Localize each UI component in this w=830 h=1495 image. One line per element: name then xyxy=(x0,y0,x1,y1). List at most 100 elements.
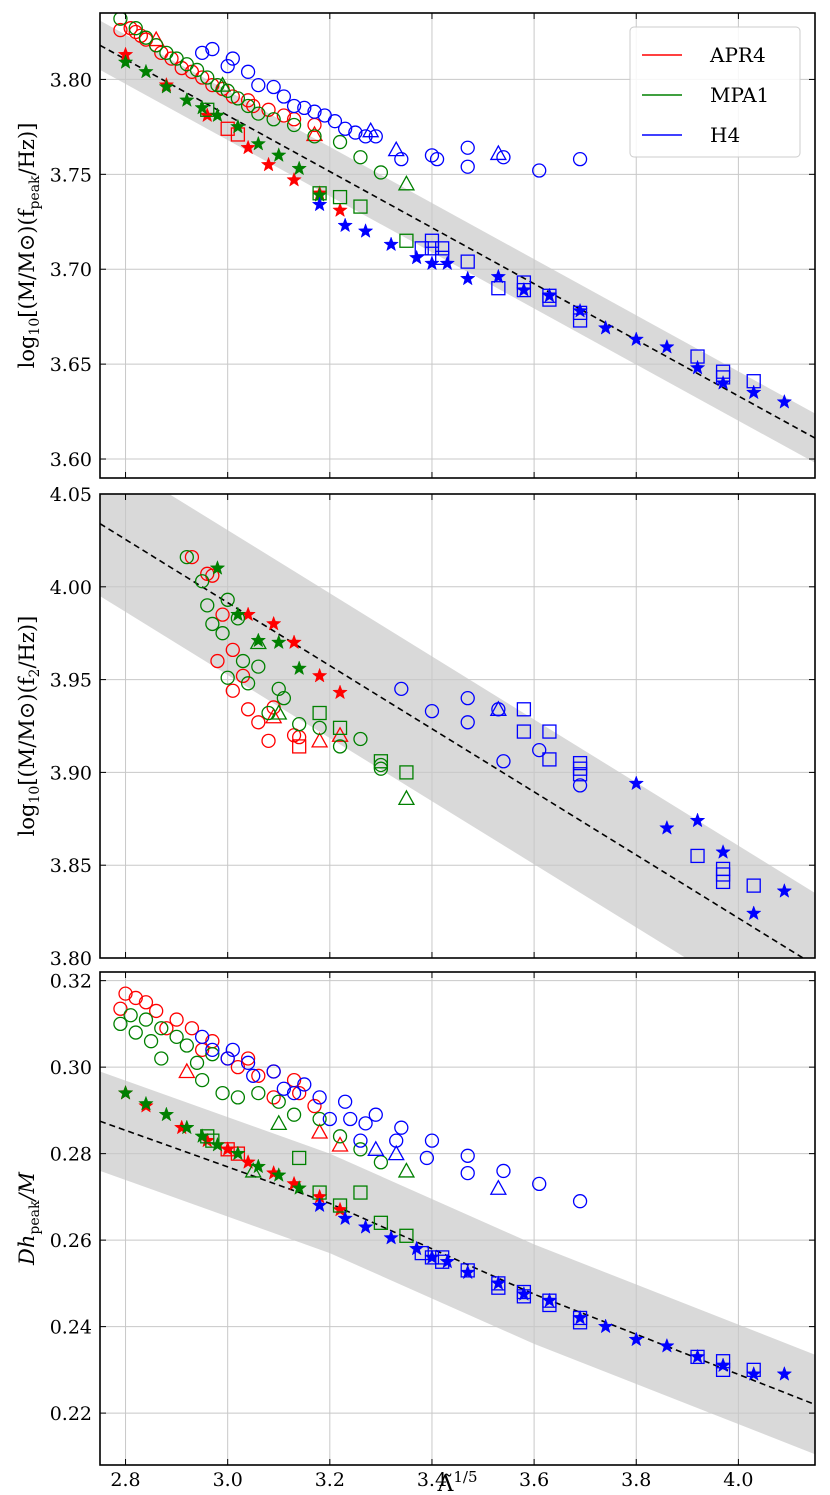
data-point-mpa1-circle xyxy=(292,716,307,732)
data-point-mpa1-star xyxy=(209,107,226,123)
data-point-mpa1-star xyxy=(291,1180,308,1195)
data-point-mpa1-triangle xyxy=(213,76,232,92)
data-point-mpa1-square xyxy=(353,1185,368,1200)
data-point-h4-star xyxy=(424,1249,440,1265)
x-label-base: Λ̃ xyxy=(436,1472,454,1495)
data-point-h4-star xyxy=(597,319,614,335)
data-point-h4-circle xyxy=(572,1194,588,1209)
data-point-apr4-star xyxy=(286,171,302,187)
data-point-mpa1-circle xyxy=(276,691,292,706)
data-point-apr4-circle xyxy=(128,990,143,1006)
legend: APR4 MPA1 H4 xyxy=(629,26,801,158)
data-point-h4-star xyxy=(490,268,507,284)
data-point-mpa1-triangle xyxy=(397,174,416,191)
plot-area xyxy=(100,13,815,478)
data-point-h4-star xyxy=(745,905,762,921)
data-point-h4-square xyxy=(516,724,532,739)
data-point-h4-star xyxy=(337,217,353,233)
y-tick-label: 0.24 xyxy=(50,1317,92,1339)
data-point-h4-circle xyxy=(496,754,511,769)
data-point-mpa1-circle xyxy=(353,1142,368,1157)
data-point-mpa1-square xyxy=(332,720,348,736)
data-point-mpa1-star xyxy=(270,1167,287,1182)
y-tick-label: 0.30 xyxy=(50,1057,92,1079)
data-point-h4-square xyxy=(435,250,450,265)
y-label-part: [(M/M⊙)(f xyxy=(15,207,39,317)
data-point-h4-circle xyxy=(368,1107,383,1122)
data-point-mpa1-circle xyxy=(200,598,215,613)
data-point-mpa1-square xyxy=(399,765,414,780)
data-point-h4-star xyxy=(689,359,706,375)
data-point-apr4-star xyxy=(332,1201,348,1217)
y-label-part: /Hz)] xyxy=(15,123,39,176)
data-point-h4-star xyxy=(628,1331,645,1347)
x-tick-label: 4.0 xyxy=(723,1469,753,1491)
x-tick-label: 3.8 xyxy=(621,1469,651,1491)
data-point-mpa1-star xyxy=(209,1136,226,1152)
fit-line xyxy=(100,1120,815,1406)
data-point-mpa1-square xyxy=(332,1198,348,1213)
data-point-apr4-circle xyxy=(164,51,179,66)
data-point-h4-square xyxy=(715,874,731,890)
data-point-h4-circle xyxy=(394,1120,409,1135)
data-point-mpa1-circle xyxy=(138,1012,154,1027)
y-tick-label: 0.22 xyxy=(50,1403,92,1425)
data-point-h4-circle xyxy=(276,1081,292,1096)
x-tick-label: 3.4 xyxy=(417,1469,447,1491)
data-point-h4-star xyxy=(689,812,706,828)
y-label-part: log xyxy=(15,336,39,369)
data-point-h4-circle xyxy=(532,163,547,178)
fit-line xyxy=(100,44,815,439)
data-point-h4-star xyxy=(337,1210,353,1226)
x-tick-label: 3.0 xyxy=(213,1469,243,1491)
legend-box xyxy=(629,26,801,158)
data-point-mpa1-circle xyxy=(113,13,128,26)
data-point-h4-circle xyxy=(286,98,302,114)
data-point-mpa1-square xyxy=(312,705,327,721)
data-point-h4-square xyxy=(424,241,440,256)
y-label-subscript: 10 xyxy=(27,318,43,336)
data-point-mpa1-star xyxy=(178,1119,195,1135)
data-point-apr4-circle xyxy=(292,1085,307,1101)
data-point-apr4-circle xyxy=(194,70,210,85)
data-point-h4-circle xyxy=(286,1085,302,1101)
data-point-h4-circle xyxy=(424,704,440,719)
data-point-mpa1-circle xyxy=(286,117,302,133)
data-point-h4-circle xyxy=(225,1042,240,1057)
x-label-exponent: 1/5 xyxy=(453,1468,477,1486)
data-point-apr4-circle xyxy=(169,1012,184,1027)
data-point-apr4-circle xyxy=(210,653,225,669)
y-label-subscript: peak xyxy=(27,175,43,210)
data-point-h4-star xyxy=(439,255,456,271)
data-point-h4-star xyxy=(541,1292,558,1308)
data-point-mpa1-triangle xyxy=(270,704,288,720)
data-point-mpa1-triangle xyxy=(397,1162,416,1178)
legend-label-h4: H4 xyxy=(710,123,740,147)
panel-frame xyxy=(99,971,816,1466)
data-point-apr4-circle xyxy=(246,98,261,114)
data-point-h4-star xyxy=(459,270,476,286)
data-point-mpa1-circle xyxy=(251,659,266,674)
data-point-h4-square xyxy=(460,254,475,269)
data-point-apr4-circle xyxy=(240,93,256,108)
data-point-mpa1-star xyxy=(138,63,154,79)
data-point-apr4-star xyxy=(332,684,348,700)
data-point-apr4-circle xyxy=(276,108,292,123)
data-point-apr4-triangle xyxy=(265,707,283,724)
data-point-apr4-circle xyxy=(307,1098,322,1114)
data-point-mpa1-circle xyxy=(205,616,220,632)
data-point-h4-circle xyxy=(194,1029,210,1045)
data-point-apr4-circle xyxy=(251,715,266,730)
data-point-h4-circle xyxy=(460,1148,475,1163)
data-point-mpa1-circle xyxy=(154,1021,169,1036)
y-axis-label: log10[(M/M⊙)(f2/Hz)] xyxy=(15,616,43,837)
data-point-mpa1-star xyxy=(158,78,175,94)
data-point-apr4-star xyxy=(260,156,277,172)
data-point-h4-square xyxy=(542,752,557,767)
panel-bottom: 2.8 3.0 3.2 3.4 3.6 3.8 4.0 0.22 0.24 0.26 0.28 0.3… xyxy=(15,971,816,1491)
data-point-h4-star xyxy=(357,223,374,238)
data-point-mpa1-circle xyxy=(251,106,266,121)
y-tick-label: 4.00 xyxy=(50,577,92,599)
data-point-h4-star xyxy=(408,249,425,265)
